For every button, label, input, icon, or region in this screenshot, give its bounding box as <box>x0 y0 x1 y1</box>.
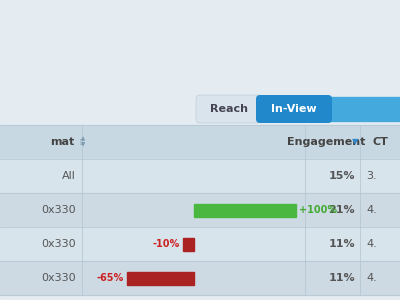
Text: All: All <box>62 171 76 181</box>
Text: mat: mat <box>50 137 74 147</box>
Text: 11%: 11% <box>328 273 355 283</box>
Text: 4.: 4. <box>366 239 377 249</box>
Bar <box>328 97 400 121</box>
FancyBboxPatch shape <box>256 95 332 123</box>
Text: Reach: Reach <box>210 104 248 114</box>
Text: ▲: ▲ <box>81 136 85 142</box>
Text: ▼: ▼ <box>352 137 358 146</box>
Bar <box>0 125 400 159</box>
Text: 4.: 4. <box>366 273 377 283</box>
Bar <box>0 227 400 261</box>
Text: 3.: 3. <box>366 171 377 181</box>
Text: ▼: ▼ <box>81 142 85 148</box>
Text: -65%: -65% <box>96 273 124 283</box>
Text: 0x330: 0x330 <box>41 273 76 283</box>
Bar <box>0 0 400 125</box>
Text: 15%: 15% <box>328 171 355 181</box>
Text: 11%: 11% <box>328 239 355 249</box>
Text: -10%: -10% <box>153 239 180 249</box>
FancyBboxPatch shape <box>196 95 262 123</box>
Bar <box>0 159 400 193</box>
Bar <box>194 203 296 217</box>
Bar <box>183 238 194 250</box>
Text: Engagement: Engagement <box>287 137 366 147</box>
Text: 4.: 4. <box>366 205 377 215</box>
Text: CT: CT <box>372 137 388 147</box>
Bar <box>127 272 194 284</box>
Text: +100%: +100% <box>299 205 337 215</box>
Text: 21%: 21% <box>328 205 355 215</box>
Text: ⬛: ⬛ <box>80 139 83 145</box>
Bar <box>0 193 400 227</box>
Text: In-View: In-View <box>271 104 317 114</box>
Text: 0x330: 0x330 <box>41 205 76 215</box>
Text: 0x330: 0x330 <box>41 239 76 249</box>
Bar <box>0 261 400 295</box>
